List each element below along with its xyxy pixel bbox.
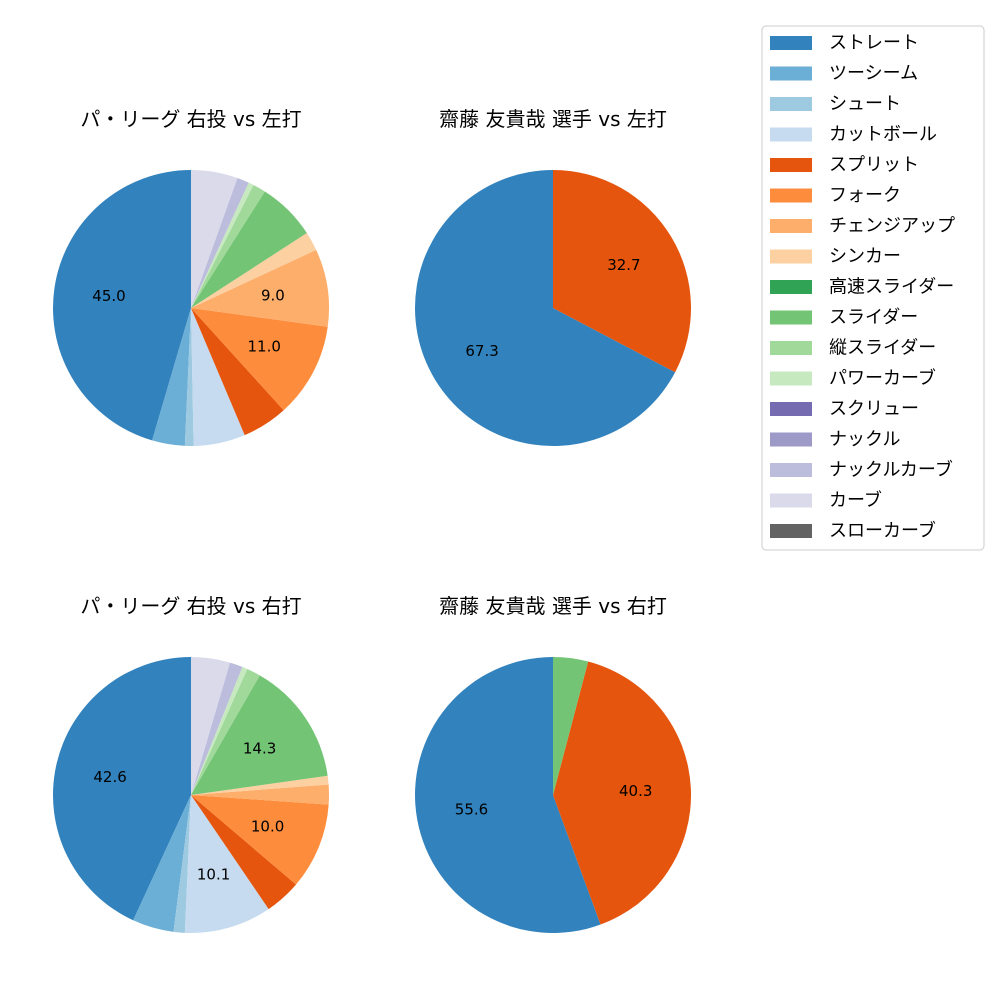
legend-label: フォーク bbox=[829, 185, 901, 206]
legend-swatch bbox=[770, 463, 812, 477]
legend-swatch bbox=[770, 432, 812, 447]
slice-label: 10.0 bbox=[251, 817, 284, 835]
legend-label: ストレート bbox=[829, 33, 919, 54]
legend-label: ナックルカーブ bbox=[829, 459, 953, 481]
pie-slice bbox=[191, 184, 265, 308]
pie-slice bbox=[184, 795, 269, 933]
legend-swatch bbox=[770, 97, 812, 111]
slice-label: 14.3 bbox=[243, 740, 276, 758]
legend-label: 縦スライダー bbox=[829, 338, 936, 359]
pie-slice bbox=[414, 170, 676, 446]
pie-slice bbox=[191, 666, 248, 795]
legend-label: スライダー bbox=[829, 307, 918, 328]
pie-slice bbox=[191, 675, 328, 795]
pie-slice bbox=[191, 795, 297, 910]
pie-slices: 45.0 11.0 9.0 bbox=[52, 170, 330, 446]
legend-swatch bbox=[770, 310, 812, 325]
slice-label: 42.6 bbox=[93, 768, 126, 786]
pie-slice bbox=[152, 308, 191, 446]
pie-slice bbox=[191, 795, 329, 885]
pie-slice bbox=[52, 170, 191, 441]
legend-swatch bbox=[770, 66, 812, 81]
pie-slice bbox=[191, 178, 249, 308]
legend-label: パワーカーブ bbox=[829, 367, 936, 389]
pie-slice bbox=[415, 657, 601, 933]
slice-label: 40.3 bbox=[619, 782, 652, 800]
legend-label: カットボール bbox=[829, 124, 937, 145]
legend-label: シュート bbox=[829, 94, 901, 115]
pie-slice bbox=[191, 182, 254, 308]
legend-swatch bbox=[770, 341, 812, 355]
legend-swatch bbox=[770, 402, 812, 416]
pie-slice bbox=[191, 170, 238, 308]
pie-slices: 55.6 40.3 bbox=[415, 657, 692, 933]
slice-label: 55.6 bbox=[455, 801, 488, 819]
chart-title: パ・リーグ 右投 vs 右打 bbox=[80, 594, 301, 618]
pie-slice bbox=[553, 661, 692, 925]
legend-items: ストレートツーシームシュートカットボールスプリットフォークチェンジアップシンカー… bbox=[770, 33, 955, 542]
legend-swatch bbox=[770, 158, 812, 172]
legend-swatch bbox=[770, 188, 812, 203]
slice-label: 45.0 bbox=[92, 287, 125, 305]
legend-label: ツーシーム bbox=[829, 63, 918, 84]
pie-chart-1: パ・リーグ 右投 vs 左打 45.0 11.0 9.0 bbox=[52, 107, 330, 446]
legend-swatch bbox=[770, 524, 812, 538]
pie-slices: 42.6 10.1 10.0 14.3 bbox=[52, 657, 329, 933]
pie-slice bbox=[191, 775, 329, 795]
pie-slice bbox=[173, 795, 191, 933]
chart-title: 齋藤 友貴哉 選手 vs 左打 bbox=[439, 107, 667, 131]
pie-chart-4: 齋藤 友貴哉 選手 vs 右打 55.6 40.3 bbox=[415, 594, 692, 933]
legend: ストレートツーシームシュートカットボールスプリットフォークチェンジアップシンカー… bbox=[761, 25, 985, 551]
pie-slice bbox=[52, 657, 191, 921]
legend-label: チェンジアップ bbox=[829, 216, 955, 237]
legend-label: ナックル bbox=[829, 429, 900, 450]
legend-label: 高速スライダー bbox=[829, 277, 954, 298]
pie-slice bbox=[191, 657, 230, 795]
slice-label: 10.1 bbox=[197, 866, 230, 884]
legend-swatch bbox=[770, 280, 812, 294]
legend-swatch bbox=[770, 219, 812, 233]
pie-slice bbox=[191, 249, 330, 327]
pie-slice bbox=[191, 308, 284, 436]
pie-slice bbox=[191, 308, 328, 411]
chart-title: 齋藤 友貴哉 選手 vs 右打 bbox=[439, 594, 667, 618]
pie-slice bbox=[184, 308, 194, 446]
pie-slice bbox=[133, 795, 191, 932]
pie-slice bbox=[191, 662, 243, 795]
pie-slice bbox=[191, 668, 260, 795]
pie-slice bbox=[191, 308, 245, 446]
slice-label: 11.0 bbox=[247, 338, 280, 356]
legend-swatch bbox=[770, 249, 812, 264]
legend-frame bbox=[761, 25, 985, 551]
slice-label: 67.3 bbox=[465, 342, 498, 360]
slice-label: 32.7 bbox=[607, 256, 640, 274]
slice-label: 9.0 bbox=[261, 287, 285, 305]
pie-chart-2: 齋藤 友貴哉 選手 vs 左打 67.3 32.7 bbox=[414, 107, 691, 446]
pie-slice bbox=[191, 784, 329, 805]
chart-title: パ・リーグ 右投 vs 左打 bbox=[80, 107, 301, 131]
legend-label: カーブ bbox=[829, 489, 882, 511]
legend-swatch bbox=[770, 493, 812, 508]
pie-slice bbox=[191, 233, 317, 308]
legend-label: スローカーブ bbox=[829, 520, 936, 542]
pie-slice bbox=[553, 657, 589, 795]
legend-label: シンカー bbox=[829, 246, 901, 267]
pie-slices: 67.3 32.7 bbox=[414, 170, 691, 446]
legend-swatch bbox=[770, 127, 812, 142]
pie-slice bbox=[191, 191, 307, 308]
legend-label: スプリット bbox=[829, 155, 919, 176]
pie-chart-3: パ・リーグ 右投 vs 右打 42.6 10.1 10.0 14.3 bbox=[52, 594, 329, 933]
legend-swatch bbox=[770, 36, 812, 50]
pie-slice bbox=[553, 170, 691, 373]
legend-label: スクリュー bbox=[829, 399, 919, 420]
legend-swatch bbox=[770, 371, 812, 386]
